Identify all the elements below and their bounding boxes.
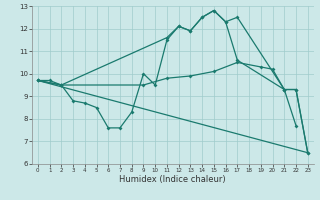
X-axis label: Humidex (Indice chaleur): Humidex (Indice chaleur) bbox=[119, 175, 226, 184]
